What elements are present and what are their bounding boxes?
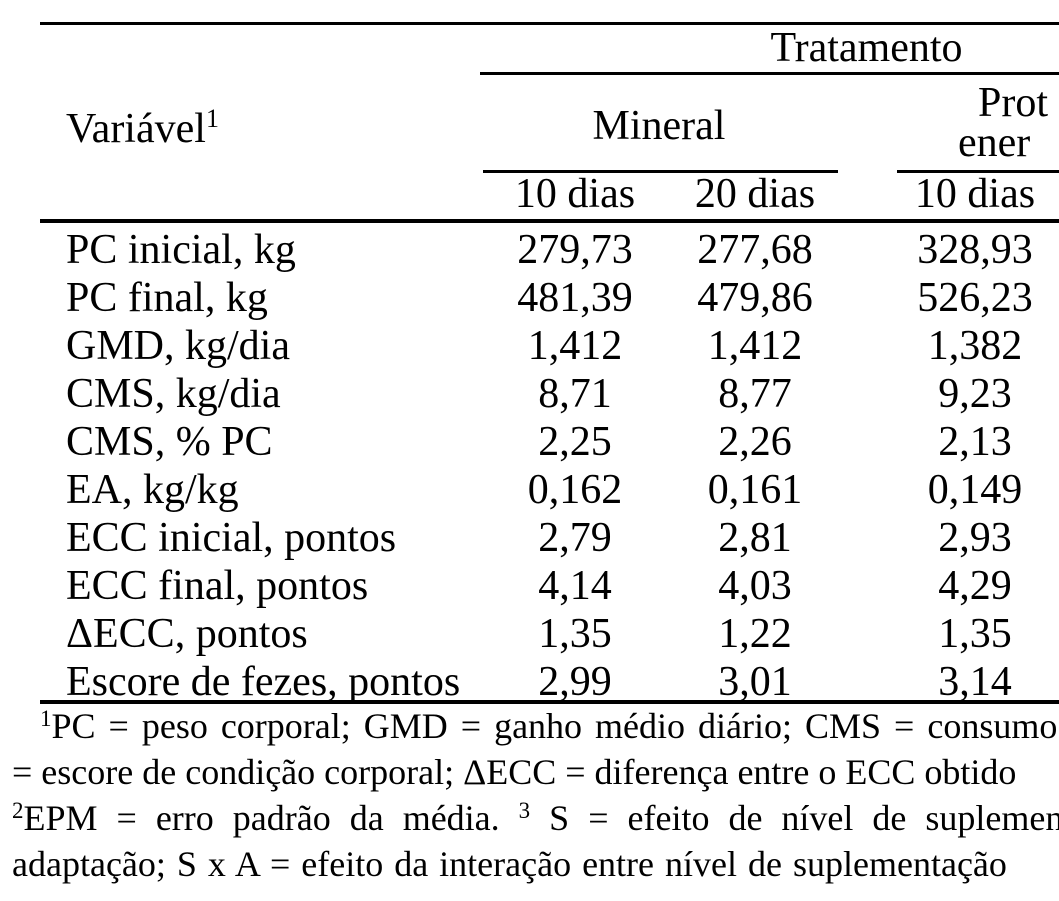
footnote-marker-2: 2: [12, 798, 24, 823]
cell-value: 2,99: [538, 659, 612, 705]
footnote-text: S = efeito de nível de suplementação: [549, 798, 1059, 838]
footnote-line-3: 2EPM = erro padrão da média. 3 S = efeit…: [12, 798, 1059, 838]
cell-value: 2,25: [538, 419, 612, 465]
table-row: GMD, kg/dia 1,412 1,412 1,382: [0, 325, 1059, 373]
footnote-text: = escore de condição corporal; ΔECC = di…: [12, 752, 1017, 792]
table-bottom-rule: [40, 700, 1059, 704]
column-group-header-tratamento: Tratamento: [770, 25, 963, 71]
table-row: PC final, kg 481,39 479,86 526,23: [0, 277, 1059, 325]
footnote-line-1: 1PC = peso corporal; GMD = ganho médio d…: [40, 706, 1058, 746]
column-group-header-proteico-line1: Prot: [978, 80, 1049, 126]
cell-value: 2,93: [938, 515, 1012, 561]
footnote-text: adaptação; S x A = efeito da interação e…: [12, 844, 1007, 884]
column-group-header-proteico-line2: ener: [958, 120, 1031, 166]
cell-value: 1,412: [527, 323, 623, 369]
cell-value: 1,35: [538, 611, 612, 657]
table-top-rule: [40, 22, 1059, 25]
mineral-group-underline-rule: [483, 170, 838, 173]
cell-value: 1,382: [927, 323, 1023, 369]
row-label: ECC final, pontos: [66, 563, 369, 609]
row-label: ΔECC, pontos: [66, 611, 308, 657]
cell-value: 279,73: [517, 227, 633, 273]
row-label: EA, kg/kg: [66, 467, 239, 513]
table-row: ECC final, pontos 4,14 4,03 4,29: [0, 565, 1059, 613]
subheader-mineral-10-dias: 10 dias: [514, 171, 636, 217]
row-label: CMS, kg/dia: [66, 371, 281, 417]
row-label: CMS, % PC: [66, 419, 273, 465]
cell-value: 479,86: [697, 275, 813, 321]
footnote-marker-3: 3: [518, 798, 531, 823]
row-label: ECC inicial, pontos: [66, 515, 397, 561]
footnote-marker-1: 1: [40, 706, 52, 731]
variavel-footnote-marker: 1: [205, 104, 219, 133]
cell-value: 2,13: [938, 419, 1012, 465]
cell-value: 526,23: [917, 275, 1033, 321]
header-bottom-rule: [40, 219, 1059, 223]
proteico-group-underline-rule: [897, 170, 1059, 173]
cell-value: 1,22: [718, 611, 792, 657]
cell-value: 328,93: [917, 227, 1033, 273]
table-row: ECC inicial, pontos 2,79 2,81 2,93: [0, 517, 1059, 565]
cell-value: 1,35: [938, 611, 1012, 657]
footnote-text: PC = peso corporal; GMD = ganho médio di…: [51, 706, 1058, 746]
column-group-header-mineral: Mineral: [592, 103, 726, 149]
cell-value: 9,23: [938, 371, 1012, 417]
subheader-mineral-20-dias: 20 dias: [694, 171, 816, 217]
cell-value: 2,81: [718, 515, 792, 561]
table-row: ΔECC, pontos 1,35 1,22 1,35: [0, 613, 1059, 661]
cell-value: 2,26: [718, 419, 792, 465]
table-row: CMS, kg/dia 8,71 8,77 9,23: [0, 373, 1059, 421]
table-row: Escore de fezes, pontos 2,99 3,01 3,14: [0, 661, 1059, 709]
variavel-label: Variável: [66, 106, 206, 152]
tratamento-underline-rule: [480, 72, 1059, 75]
subheader-proteico-10-dias: 10 dias: [914, 171, 1036, 217]
footnote-line-2: = escore de condição corporal; ΔECC = di…: [12, 754, 1016, 790]
table-row: CMS, % PC 2,25 2,26 2,13: [0, 421, 1059, 469]
table-row: EA, kg/kg 0,162 0,161 0,149: [0, 469, 1059, 517]
cell-value: 0,149: [927, 467, 1023, 513]
cell-value: 8,71: [538, 371, 612, 417]
cell-value: 3,14: [938, 659, 1012, 705]
cell-value: 4,14: [538, 563, 612, 609]
column-header-variavel: Variável1: [66, 106, 219, 152]
cell-value: 277,68: [697, 227, 813, 273]
cell-value: 1,412: [707, 323, 803, 369]
row-label: GMD, kg/dia: [66, 323, 290, 369]
footnote-text: EPM = erro padrão da média.: [23, 798, 519, 838]
cell-value: 0,161: [707, 467, 803, 513]
cell-value: 4,29: [938, 563, 1012, 609]
cell-value: 2,79: [538, 515, 612, 561]
row-label: PC inicial, kg: [66, 227, 296, 273]
row-label: Escore de fezes, pontos: [66, 659, 461, 705]
table-row: PC inicial, kg 279,73 277,68 328,93: [0, 229, 1059, 277]
footnote-line-4: adaptação; S x A = efeito da interação e…: [12, 846, 1007, 882]
cell-value: 481,39: [517, 275, 633, 321]
cell-value: 8,77: [718, 371, 792, 417]
cell-value: 4,03: [718, 563, 792, 609]
row-label: PC final, kg: [66, 275, 268, 321]
cell-value: 0,162: [527, 467, 623, 513]
cell-value: 3,01: [718, 659, 792, 705]
